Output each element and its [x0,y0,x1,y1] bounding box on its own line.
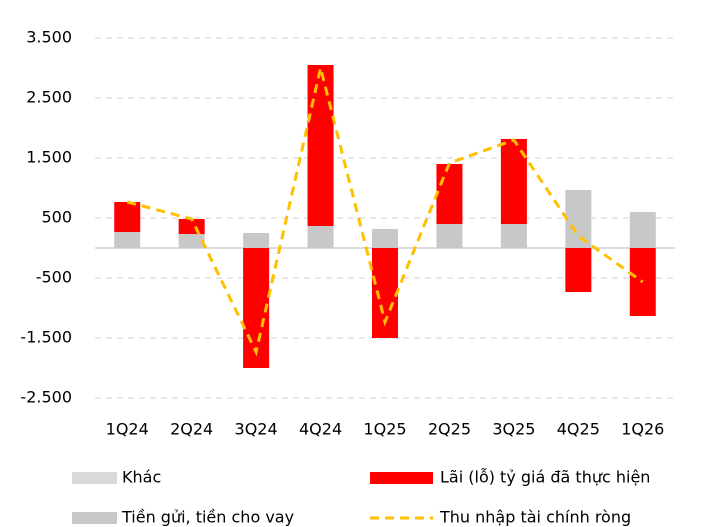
y-tick-label: -2.500 [20,388,72,407]
y-tick-label: -1.500 [20,328,72,347]
x-tick-label: 3Q25 [492,420,535,439]
bar [436,224,463,248]
x-tick-label: 1Q26 [621,420,664,439]
bar [372,228,398,248]
bar [243,233,270,248]
x-tick-label: 3Q24 [235,420,278,439]
x-tick-label: 4Q24 [299,420,342,439]
bar [565,189,592,248]
legend-label: Tiền gửi, tiền cho vay [121,508,294,527]
bar [565,248,592,292]
y-tick-label: 3.500 [26,28,72,47]
x-tick-label: 1Q25 [363,420,406,439]
y-tick-label: -500 [36,268,72,287]
bar [500,224,527,248]
x-tick-label: 2Q25 [428,420,471,439]
legend-swatch [370,472,433,484]
legend-label: Khác [122,468,161,487]
bar [307,65,334,226]
legend-swatch [72,472,117,484]
y-tick-label: 500 [41,208,72,227]
bar [114,231,141,248]
bar [436,164,463,224]
bar [307,225,334,248]
y-tick-label: 2.500 [26,88,72,107]
x-tick-label: 4Q25 [557,420,600,439]
line [126,67,644,357]
x-tick-label: 2Q24 [170,420,213,439]
bar [629,212,656,248]
y-tick-label: 1.500 [26,148,72,167]
legend-label: Thu nhập tài chính ròng [439,508,631,527]
legend-swatch [72,512,117,524]
bar [114,201,141,232]
bar [178,234,205,248]
legend-label: Lãi (lỗ) tỷ giá đã thực hiện [440,468,650,487]
x-tick-label: 1Q24 [106,420,149,439]
